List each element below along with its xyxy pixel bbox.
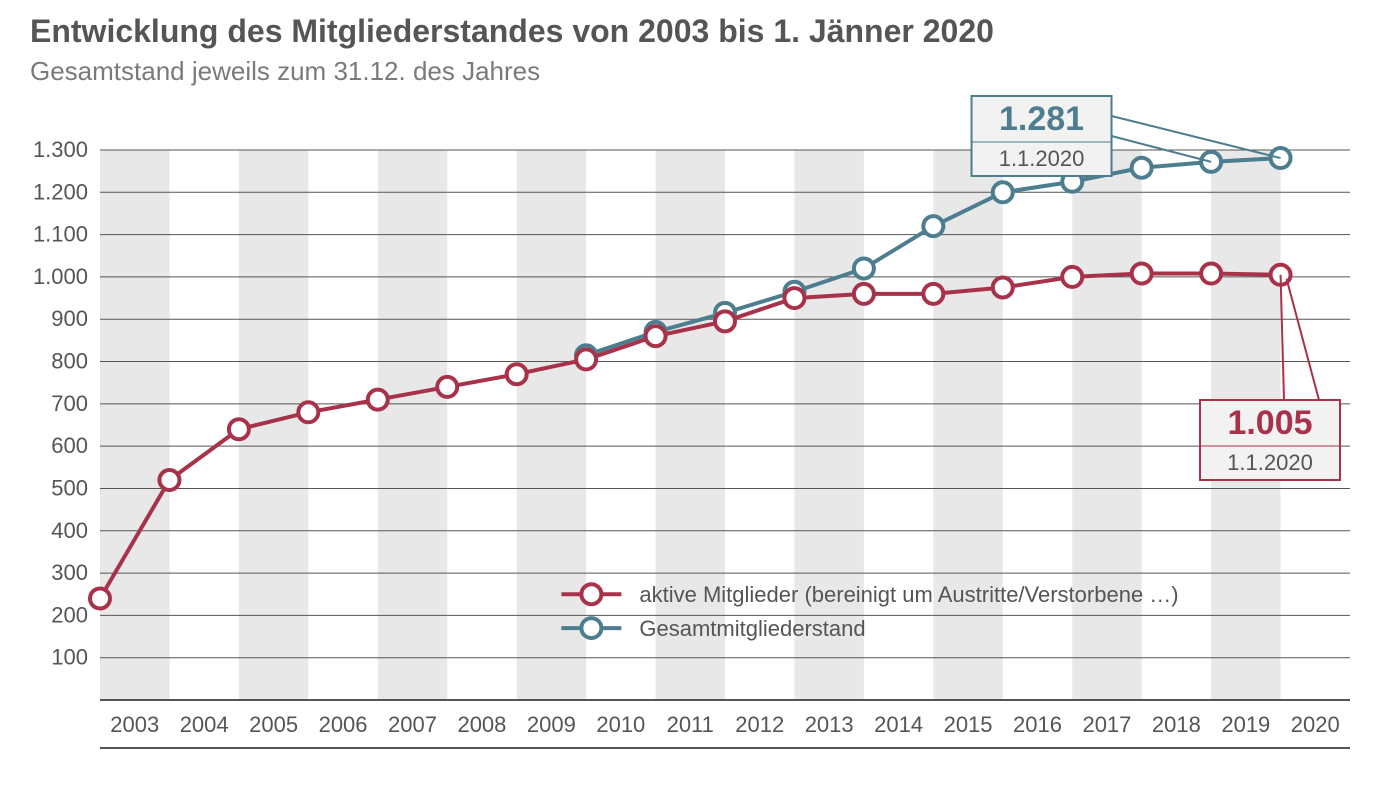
x-tick-label: 2012 [735, 712, 784, 737]
x-tick-label: 2018 [1152, 712, 1201, 737]
chart-svg: Entwicklung des Mitgliederstandes von 20… [0, 0, 1380, 786]
x-tick-label: 2005 [249, 712, 298, 737]
x-tick-label: 2007 [388, 712, 437, 737]
x-axis: 2003 2004 2005 2006 2007 2008 2009 2010 2011 2012… [100, 700, 1350, 748]
x-tick-label: 2006 [319, 712, 368, 737]
callout-value-active: 1.005 [1227, 404, 1312, 442]
x-tick-label: 2017 [1082, 712, 1131, 737]
x-tick-label: 2014 [874, 712, 923, 737]
x-tick-label: 2004 [180, 712, 229, 737]
y-tick-label: 1.100 [33, 222, 88, 247]
y-tick-label: 900 [51, 306, 88, 331]
y-tick-label: 200 [51, 602, 88, 627]
callout-total: 1.281 1.1.2020 [972, 96, 1112, 176]
x-tick-label: 2009 [527, 712, 576, 737]
legend-label-active: aktive Mitglieder (bereinigt um Austritt… [639, 582, 1178, 607]
legend-label-total: Gesamtmitgliederstand [639, 616, 865, 641]
x-tick-label: 2015 [944, 712, 993, 737]
x-tick-label: 2008 [457, 712, 506, 737]
x-tick-label: 2020 [1291, 712, 1340, 737]
y-tick-label: 800 [51, 349, 88, 374]
y-tick-label: 300 [51, 560, 88, 585]
callout-value-total: 1.281 [999, 100, 1084, 138]
x-tick-label: 2011 [667, 712, 714, 737]
y-tick-label: 1.200 [33, 179, 88, 204]
y-tick-label: 100 [51, 645, 88, 670]
y-tick-label: 1.300 [33, 137, 88, 162]
y-tick-label: 1.000 [33, 264, 88, 289]
x-tick-label: 2016 [1013, 712, 1062, 737]
x-tick-label: 2013 [805, 712, 854, 737]
callout-active: 1.005 1.1.2020 [1200, 400, 1340, 480]
callout-date-total: 1.1.2020 [999, 146, 1085, 171]
x-tick-label: 2019 [1221, 712, 1270, 737]
callout-date-active: 1.1.2020 [1227, 450, 1313, 475]
y-tick-label: 500 [51, 475, 88, 500]
membership-chart: Entwicklung des Mitgliederstandes von 20… [0, 0, 1380, 786]
y-tick-label: 600 [51, 433, 88, 458]
chart-title: Entwicklung des Mitgliederstandes von 20… [30, 13, 994, 49]
x-tick-label: 2010 [596, 712, 645, 737]
chart-subtitle: Gesamtstand jeweils zum 31.12. des Jahre… [30, 56, 540, 86]
y-tick-label: 400 [51, 518, 88, 543]
x-tick-label: 2003 [110, 712, 159, 737]
y-tick-label: 700 [51, 391, 88, 416]
